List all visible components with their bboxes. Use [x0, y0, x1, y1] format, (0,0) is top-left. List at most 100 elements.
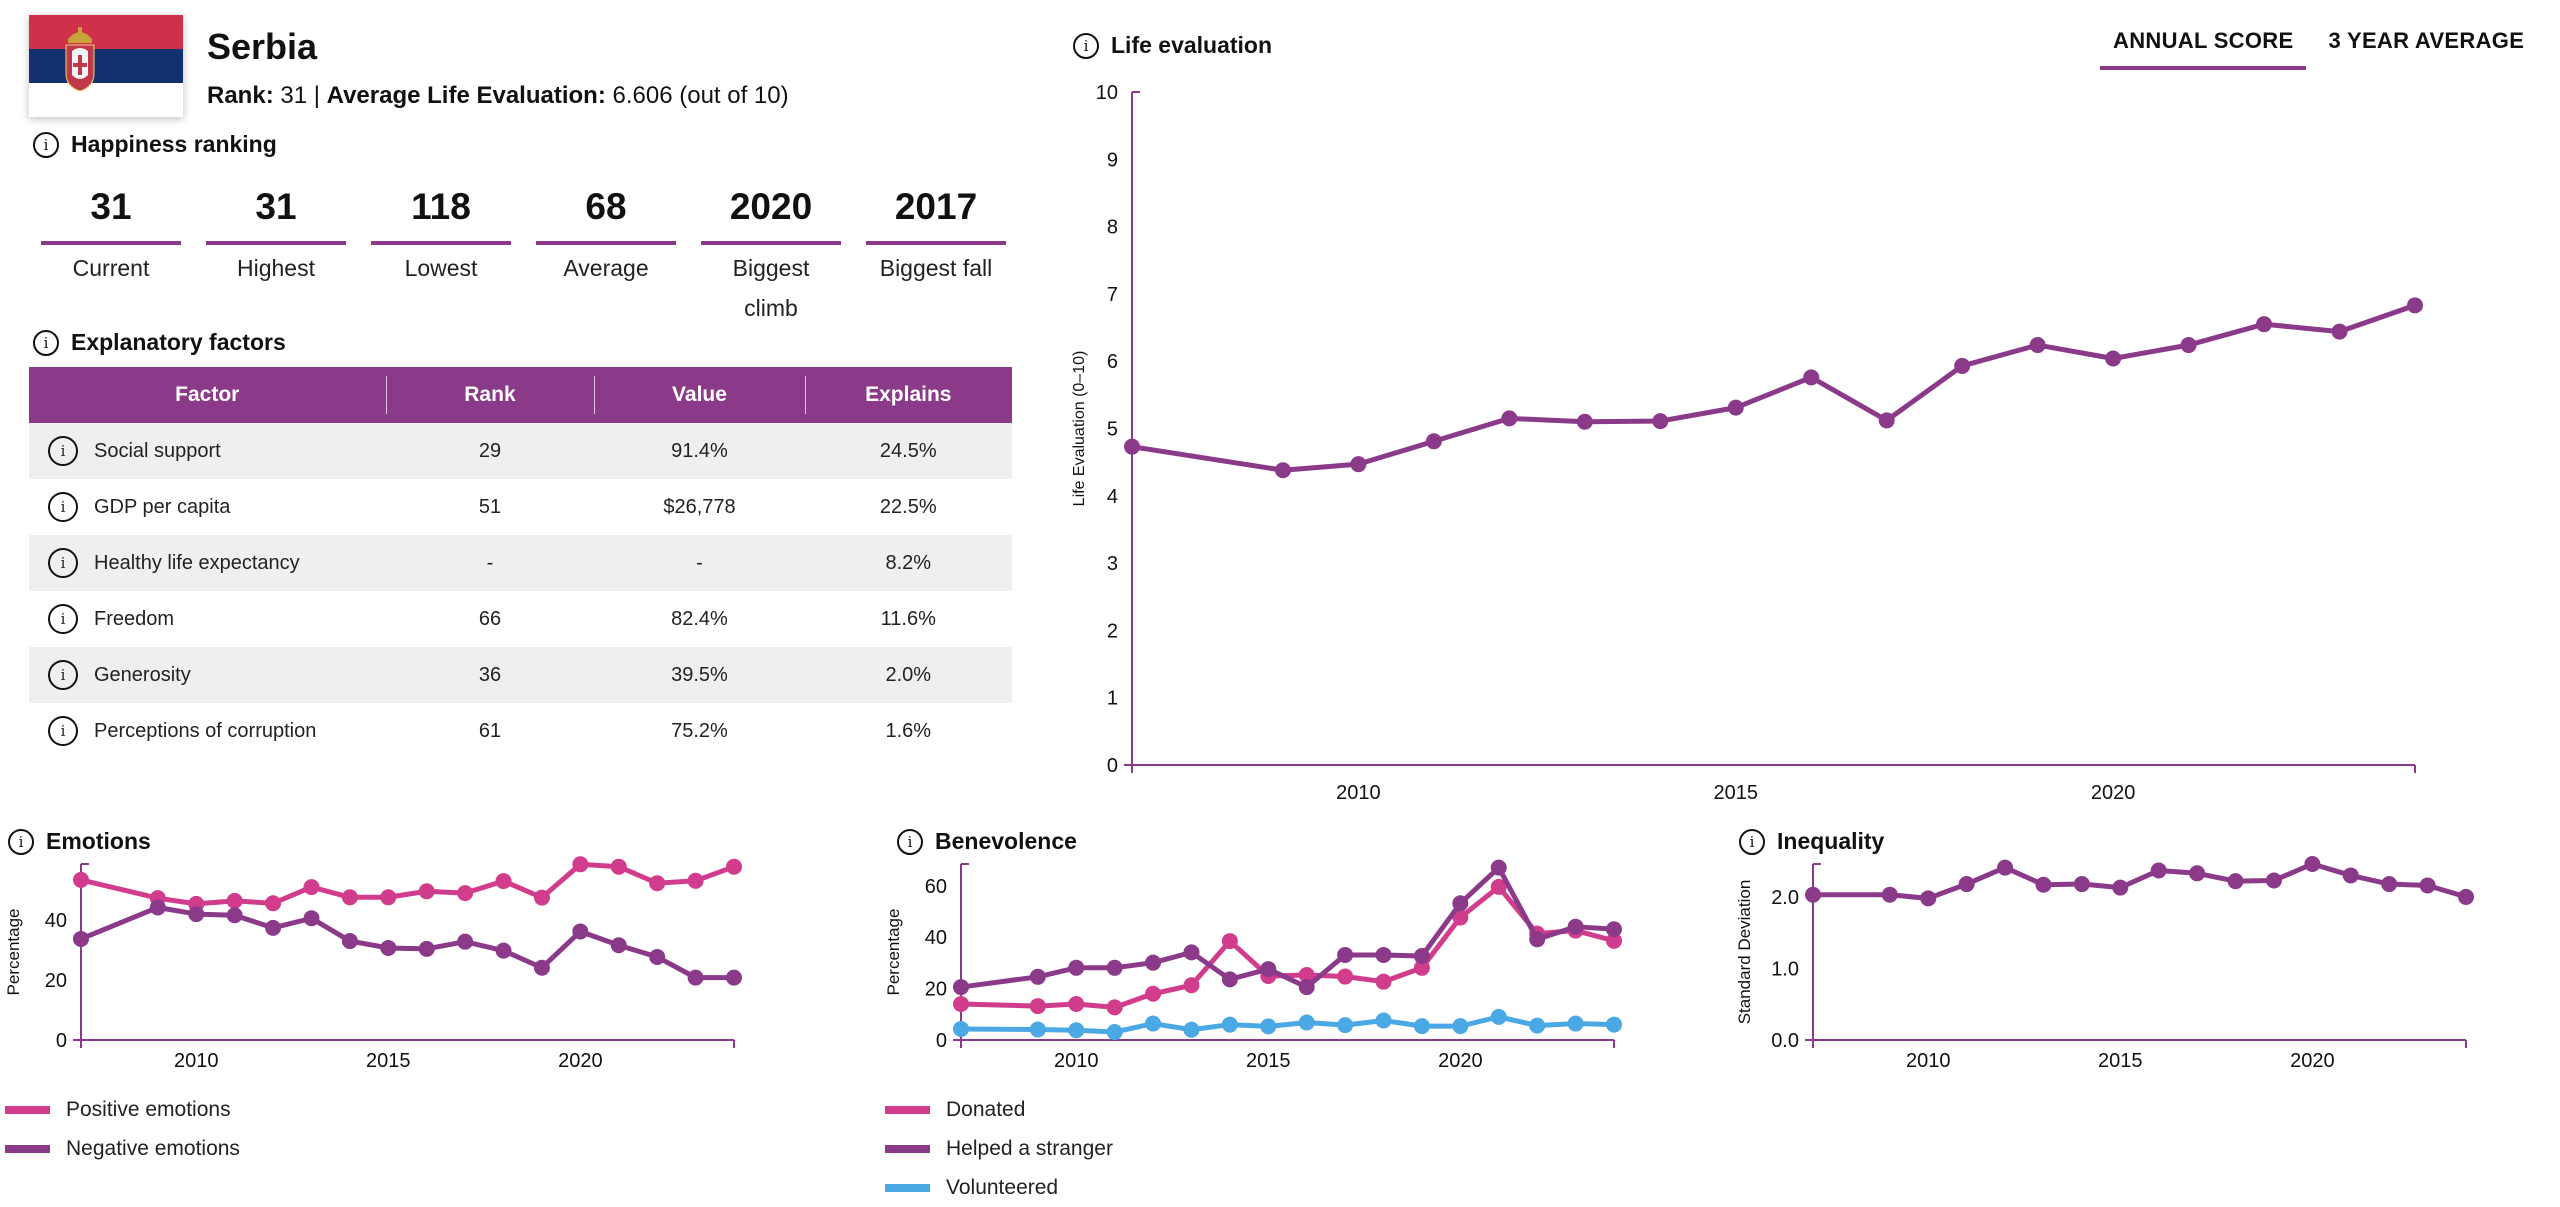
x-tick-label: 2020: [2091, 782, 2136, 804]
data-point: [1727, 399, 1744, 416]
emotions-legend: Positive emotions Negative emotions: [5, 1090, 240, 1168]
info-icon[interactable]: i: [48, 604, 78, 634]
y-tick-label: 1.0: [1771, 958, 1799, 980]
data-point: [149, 899, 166, 916]
value-cell: -: [594, 535, 805, 591]
info-icon[interactable]: i: [8, 828, 34, 855]
y-tick-label: 0: [56, 1030, 67, 1052]
data-point: [572, 856, 589, 873]
data-point: [1029, 998, 1046, 1015]
info-icon[interactable]: i: [33, 329, 59, 356]
data-point: [2105, 350, 2122, 367]
legend-item[interactable]: Volunteered: [885, 1168, 1113, 1207]
y-tick-label: 9: [1107, 149, 1118, 171]
legend-item[interactable]: Donated: [885, 1090, 1113, 1129]
info-icon[interactable]: i: [48, 436, 78, 466]
data-point: [341, 933, 358, 950]
data-point: [1567, 1015, 1584, 1032]
y-tick-label: 20: [925, 979, 947, 1001]
column-header-value: Value: [594, 367, 805, 423]
y-tick-label: 4: [1107, 486, 1118, 508]
table-row: i Freedom 66 82.4% 11.6%: [29, 591, 1012, 647]
ranking-stat-underline: [701, 241, 841, 245]
x-tick-label: 2020: [2290, 1050, 2335, 1072]
country-flag: [29, 15, 183, 117]
data-point: [1221, 933, 1238, 950]
data-point: [1221, 971, 1238, 988]
data-point: [2407, 297, 2423, 314]
benevolence-title: Benevolence: [935, 828, 1077, 854]
explains-cell: 22.5%: [879, 495, 937, 518]
ranking-stat-underline: [41, 241, 181, 245]
average-life-evaluation-label: Average Life Evaluation:: [326, 82, 606, 109]
factor-name: Social support: [94, 439, 221, 462]
table-header-row: Factor Rank Value Explains: [29, 367, 1012, 423]
emotions-heading: i Emotions: [8, 828, 151, 855]
data-point: [1958, 876, 1975, 893]
data-point: [188, 906, 205, 923]
data-point: [1425, 433, 1442, 450]
rank-cell: -: [385, 535, 595, 591]
info-icon[interactable]: i: [1073, 32, 1099, 59]
factor-name: Healthy life expectancy: [94, 551, 300, 574]
data-point: [2381, 876, 2398, 893]
factor-cell: i Social support: [29, 423, 386, 479]
data-point: [649, 875, 666, 892]
data-point: [1567, 918, 1584, 935]
info-icon[interactable]: i: [1739, 828, 1765, 855]
info-icon[interactable]: i: [48, 492, 78, 522]
legend-label: Volunteered: [946, 1175, 1059, 1199]
data-point: [495, 942, 512, 959]
legend-item[interactable]: Negative emotions: [5, 1129, 240, 1168]
y-axis-label: Standard Deviation: [1735, 880, 1754, 1025]
data-point: [73, 871, 89, 888]
data-point: [1878, 412, 1895, 429]
data-point: [1068, 996, 1085, 1013]
tab-annual-score[interactable]: ANNUAL SCORE: [2100, 28, 2307, 70]
data-point: [1183, 977, 1200, 994]
data-point: [341, 889, 358, 906]
y-tick-label: 0: [1107, 755, 1118, 777]
data-point: [2304, 856, 2321, 872]
data-point: [726, 969, 742, 986]
explanatory-factors-table: Factor Rank Value Explains i Social suppo…: [29, 367, 1012, 759]
score-tabs: ANNUAL SCORE 3 YEAR AVERAGE: [2100, 28, 2536, 70]
data-point: [1068, 959, 1085, 976]
info-icon[interactable]: i: [48, 660, 78, 690]
x-tick-label: 2020: [1438, 1050, 1483, 1072]
data-point: [2180, 337, 2197, 354]
data-point: [953, 979, 969, 996]
data-point: [1881, 886, 1898, 903]
legend-item[interactable]: Helped a stranger: [885, 1129, 1113, 1168]
value-cell: 39.5%: [594, 647, 805, 703]
x-tick-label: 2015: [2098, 1050, 2143, 1072]
info-icon[interactable]: i: [897, 828, 923, 855]
rank-cell: 61: [478, 719, 502, 742]
data-point: [1145, 954, 1162, 971]
info-icon[interactable]: i: [48, 548, 78, 578]
ranking-stat: 2017 Biggest fall: [866, 183, 1006, 288]
data-point: [610, 937, 627, 954]
data-point: [1068, 1022, 1085, 1039]
factor-name: Freedom: [94, 607, 175, 630]
legend-item[interactable]: Positive emotions: [5, 1090, 240, 1129]
info-icon[interactable]: i: [48, 716, 78, 746]
data-point: [1106, 959, 1123, 976]
data-point: [1997, 859, 2014, 876]
tab-3-year-average[interactable]: 3 YEAR AVERAGE: [2328, 28, 2525, 53]
data-point: [1920, 890, 1937, 907]
life-evaluation-title: Life evaluation: [1111, 32, 1273, 58]
ranking-stat-underline: [536, 241, 676, 245]
rank-cell: 66: [478, 607, 502, 630]
y-tick-label: 3: [1107, 553, 1118, 575]
info-icon[interactable]: i: [33, 131, 59, 158]
legend-swatch: [5, 1105, 50, 1114]
rank-cell: 36: [385, 647, 595, 703]
data-point: [265, 895, 282, 912]
x-tick-label: 2010: [1336, 782, 1381, 804]
data-point: [2265, 872, 2282, 889]
table-row: i Healthy life expectancy - -8.2%: [29, 535, 1012, 591]
y-tick-label: 1: [1107, 688, 1118, 710]
legend-swatch: [885, 1144, 930, 1153]
ranking-stat: 31 Current: [41, 183, 181, 288]
